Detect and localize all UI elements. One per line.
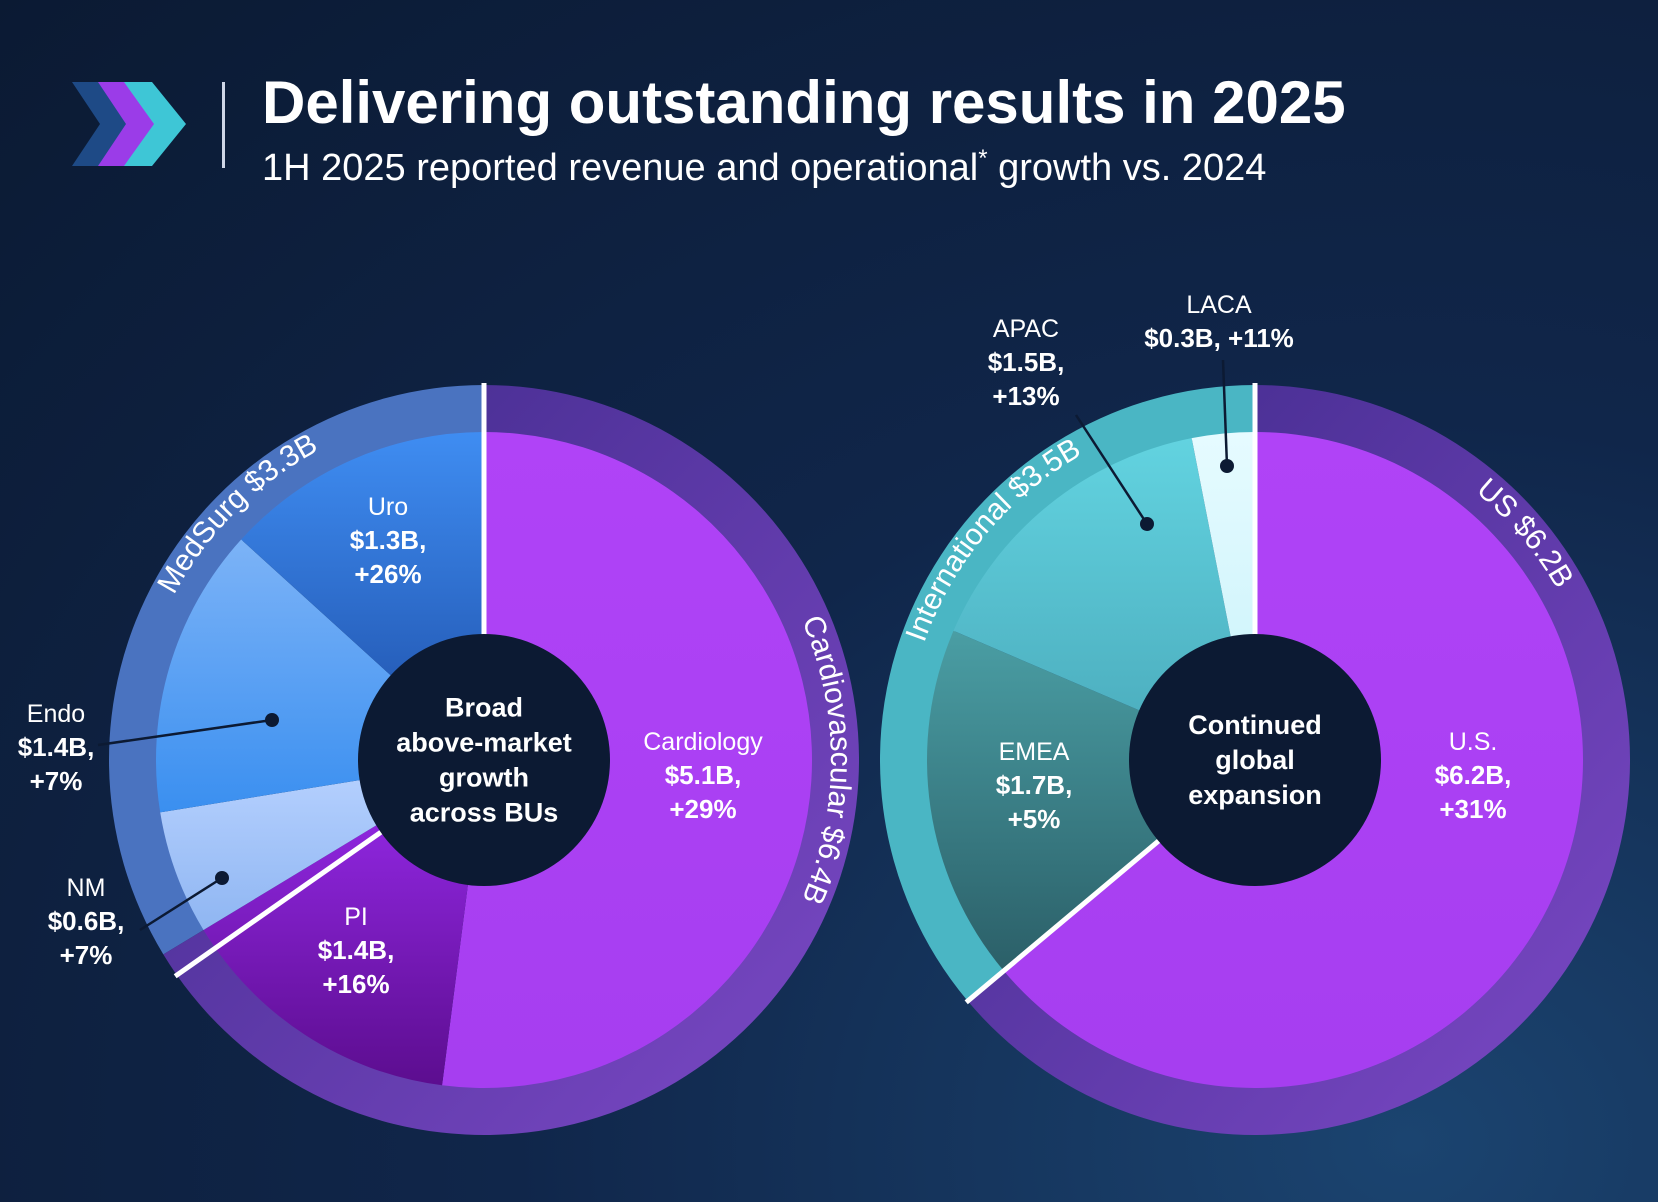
slice-label-cardiology-line-1: $5.1B, <box>665 760 742 790</box>
slice-label-apac-line-1: $1.5B, <box>988 347 1065 377</box>
slice-label-nm-line-0: NM <box>67 874 106 902</box>
center-label-line-1: global <box>1215 745 1295 775</box>
center-label-line-2: growth <box>439 763 529 793</box>
slice-label-u-s-line-1: $6.2B, <box>1435 760 1512 790</box>
slice-label-emea-line-1: $1.7B, <box>996 770 1073 800</box>
subtitle-footnote-mark: * <box>978 145 987 172</box>
slice-label-laca-line-1: $0.3B, +11% <box>1144 323 1294 353</box>
slice-label-cardiology-line-2: +29% <box>669 794 736 824</box>
slice-label-emea-line-2: +5% <box>1008 804 1061 834</box>
slice-label-laca-leader <box>1221 359 1229 467</box>
center-label-line-1: above-market <box>396 728 572 758</box>
page-title: Delivering outstanding results in 2025 <box>262 69 1346 136</box>
slice-label-nm-line-1: $0.6B, <box>48 906 125 936</box>
group-divider-1 <box>173 827 386 979</box>
slice-label-apac-leader <box>1074 414 1149 525</box>
slice-label-endo-line-0: Endo <box>27 700 85 728</box>
donut-center <box>1129 634 1381 886</box>
center-label-line-0: Broad <box>445 693 523 723</box>
slice-label-nm-dot <box>215 871 229 885</box>
group-divider-1 <box>964 836 1164 1005</box>
group-ring-international <box>880 385 1255 1001</box>
slice-label-endo-line-2: +7% <box>30 766 83 796</box>
slice-label-u-s-line-2: +31% <box>1439 794 1506 824</box>
subtitle-tail: growth vs. 2024 <box>988 147 1267 189</box>
slice-label-u-s-line-0: U.S. <box>1449 728 1498 756</box>
slice-label-laca-line-0: LACA <box>1186 291 1252 319</box>
slice-label-emea-line-0: EMEA <box>999 738 1070 766</box>
slice-label-pi-line-0: PI <box>344 903 368 931</box>
slice-label-pi-line-2: +16% <box>322 969 389 999</box>
slice-label-apac-line-2: +13% <box>992 381 1059 411</box>
slice-cardiology <box>442 432 812 1088</box>
group-ring-us <box>967 385 1630 1135</box>
slice-label-uro-line-1: $1.3B, <box>350 525 427 555</box>
header-divider <box>222 82 225 168</box>
slice-label-nm-leader <box>139 876 223 932</box>
donut-center <box>358 634 610 886</box>
subtitle-main: 1H 2025 reported revenue and operational <box>262 147 978 189</box>
page-subtitle: 1H 2025 reported revenue and operational… <box>262 145 1266 189</box>
slice-label-endo-dot <box>265 713 279 727</box>
slice-label-laca-dot <box>1220 459 1234 473</box>
center-label-line-3: across BUs <box>410 798 559 828</box>
slice-label-apac-line-0: APAC <box>993 315 1059 343</box>
center-label-line-2: expansion <box>1188 780 1322 810</box>
center-label-line-0: Continued <box>1188 710 1321 740</box>
slice-label-nm-line-2: +7% <box>60 940 113 970</box>
slice-label-pi-line-1: $1.4B, <box>318 935 395 965</box>
slice-label-uro-line-2: +26% <box>354 559 421 589</box>
slice-label-uro-line-0: Uro <box>368 493 408 521</box>
slice-label-endo-line-1: $1.4B, <box>18 732 95 762</box>
slice-label-apac-dot <box>1140 517 1154 531</box>
slice-emea <box>926 630 1255 971</box>
slice-label-cardiology-line-0: Cardiology <box>643 728 763 756</box>
group-ring-medsurg <box>109 385 485 955</box>
slice-label-endo-leader <box>97 718 273 747</box>
brand-logo-icon <box>72 82 186 166</box>
